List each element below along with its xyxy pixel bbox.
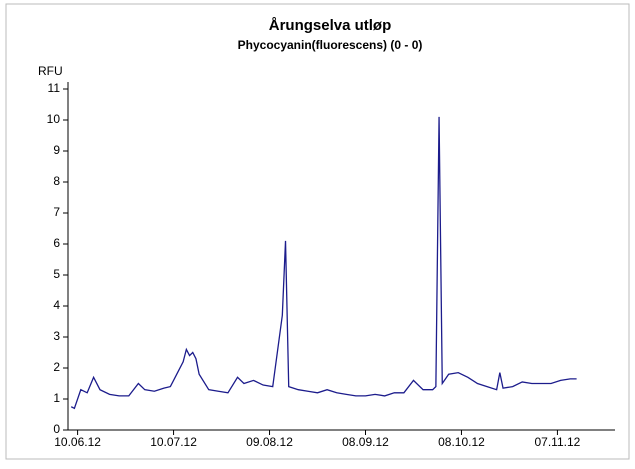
y-axis-label: RFU — [38, 64, 63, 78]
y-tick-label: 4 — [53, 298, 60, 312]
y-tick-label: 8 — [53, 174, 60, 188]
y-tick-label: 9 — [53, 143, 60, 157]
y-tick-label: 2 — [53, 360, 60, 374]
y-tick-label: 3 — [53, 329, 60, 343]
x-tick-label: 10.07.12 — [150, 435, 197, 449]
chart-title: Årungselva utløp — [269, 17, 392, 34]
x-tick-label: 08.10.12 — [438, 435, 485, 449]
y-tick-label: 0 — [53, 422, 60, 436]
y-tick-label: 7 — [53, 205, 60, 219]
x-tick-label: 09.08.12 — [246, 435, 293, 449]
x-tick-label: 10.06.12 — [54, 435, 101, 449]
y-tick-label: 10 — [47, 112, 61, 126]
data-line — [70, 116, 577, 410]
frame — [5, 3, 630, 460]
x-tick-label: 08.09.12 — [342, 435, 389, 449]
x-tick-label: 07.11.12 — [535, 435, 581, 449]
y-tick-label: 6 — [53, 236, 60, 250]
y-tick-label: 1 — [53, 391, 60, 405]
y-tick-label: 5 — [53, 267, 60, 281]
chart-subtitle: Phycocyanin(fluorescens) (0 - 0) — [238, 38, 423, 52]
y-tick-label: 11 — [48, 81, 61, 95]
